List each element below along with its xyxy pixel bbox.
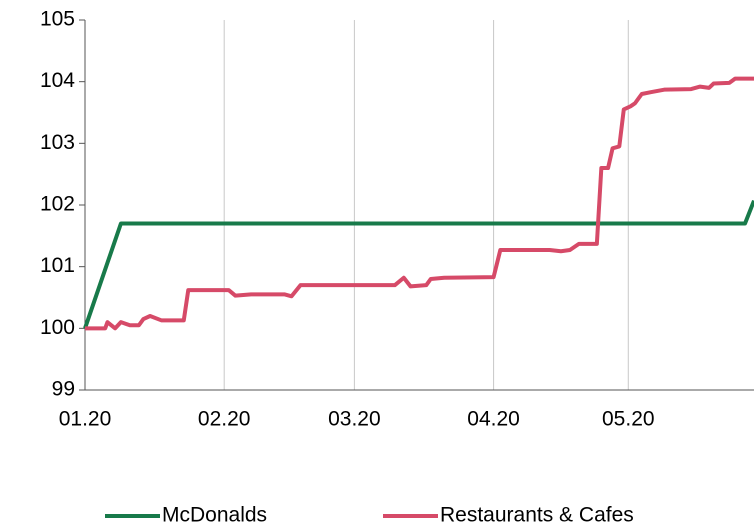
series-line (85, 76, 754, 331)
y-tick-label: 101 (40, 254, 75, 277)
y-tick-label: 105 (40, 8, 75, 31)
y-tick-label: 99 (52, 378, 75, 401)
legend-label: Restaurants & Cafes (440, 504, 634, 527)
x-tick-label: 03.20 (328, 408, 381, 431)
y-tick-label: 102 (40, 193, 75, 216)
series-line (83, 199, 754, 329)
x-tick-label: 02.20 (198, 408, 251, 431)
y-tick-label: 100 (40, 316, 75, 339)
y-tick-label: 104 (40, 69, 75, 92)
x-tick-label: 01.20 (59, 408, 112, 431)
legend-label: McDonalds (162, 504, 267, 527)
x-tick-label: 04.20 (467, 408, 520, 431)
y-tick-label: 103 (40, 131, 75, 154)
x-tick-label: 05.20 (602, 408, 655, 431)
